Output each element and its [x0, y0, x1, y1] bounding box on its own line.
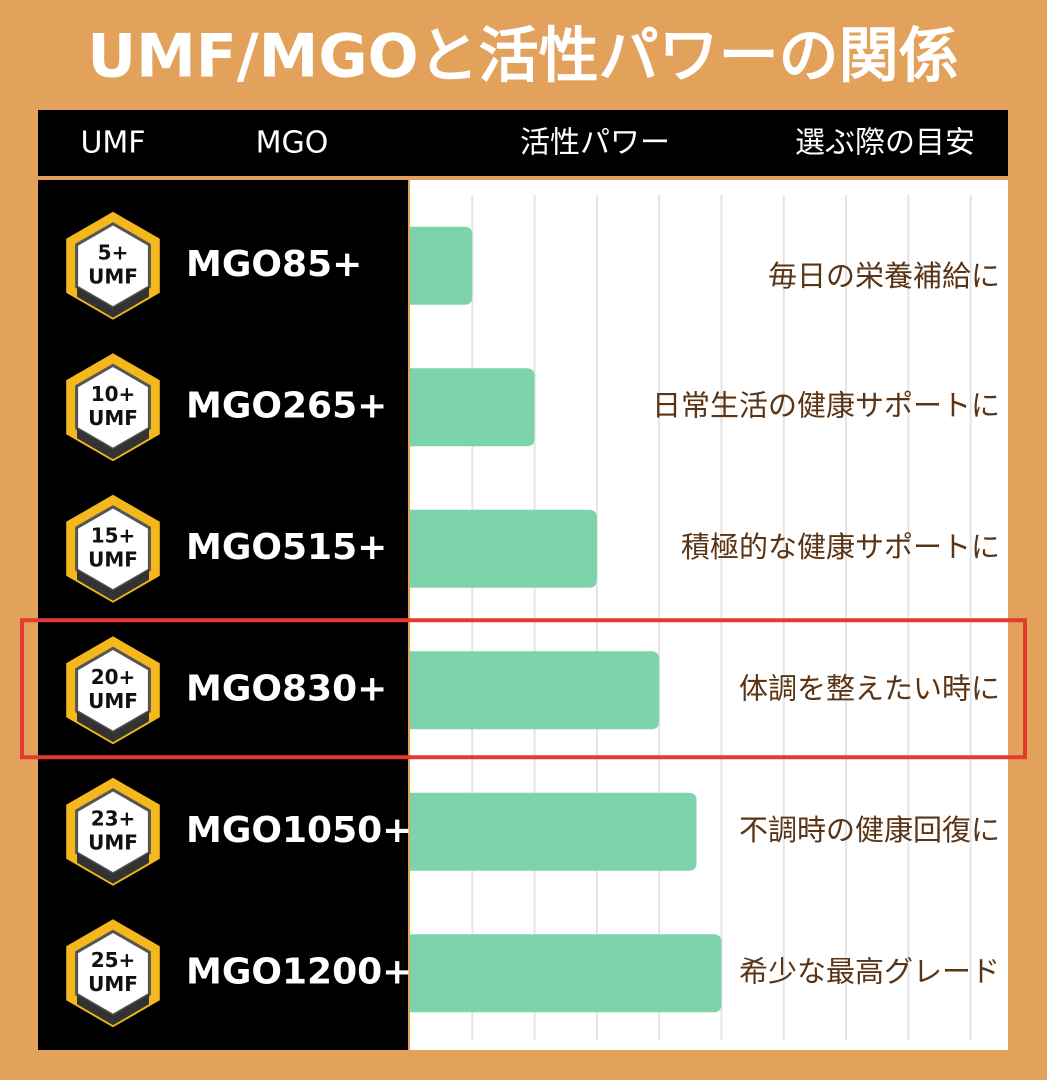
badge-base [77, 711, 149, 743]
badge-base [77, 994, 149, 1026]
badge-label: UMF [88, 406, 138, 430]
badge-base [77, 852, 149, 884]
bar [410, 509, 597, 588]
category-label: MGO1200+ [186, 951, 412, 992]
header-bar [38, 110, 1008, 176]
badge-base [77, 569, 149, 601]
note-label: 体調を整えたい時に [739, 671, 1000, 705]
bar [410, 934, 722, 1013]
category-label: MGO265+ [186, 385, 387, 426]
column-header: UMF [80, 126, 145, 161]
highlight-box [20, 618, 1027, 760]
bar [410, 226, 473, 305]
bar [410, 368, 535, 447]
category-label: MGO1050+ [186, 810, 412, 851]
badge-label: UMF [88, 264, 138, 288]
badge-label: UMF [88, 972, 138, 996]
badge-label: UMF [88, 830, 138, 854]
note-label: 毎日の栄養補給に [768, 259, 1000, 293]
category-label: MGO515+ [186, 527, 387, 568]
bar [410, 792, 697, 871]
badge-label: UMF [88, 547, 138, 571]
label-panel [38, 180, 408, 1050]
chart-title: UMF/MGOと活性パワーの関係 [87, 22, 958, 92]
note-label: 日常生活の健康サポートに [652, 388, 1000, 422]
badge-grade: 25+ [91, 948, 136, 972]
badge-grade: 20+ [91, 665, 136, 689]
badge-grade: 15+ [91, 523, 136, 547]
badge-base [77, 428, 149, 460]
column-header: MGO [256, 126, 329, 161]
category-label: MGO830+ [186, 668, 387, 709]
badge-base [77, 286, 149, 318]
column-header: 活性パワー [520, 126, 670, 161]
note-label: 積極的な健康サポートに [681, 530, 1000, 564]
badge-grade: 5+ [98, 240, 129, 264]
note-label: 不調時の健康回復に [739, 813, 1000, 847]
bar-panel [410, 180, 1008, 1050]
badge-grade: 10+ [91, 382, 136, 406]
badge-grade: 23+ [91, 806, 136, 830]
note-label: 希少な最高グレード [739, 954, 1000, 988]
column-header: 選ぶ際の目安 [795, 126, 975, 161]
badge-label: UMF [88, 689, 138, 713]
bar [410, 651, 660, 730]
category-label: MGO85+ [186, 244, 362, 285]
